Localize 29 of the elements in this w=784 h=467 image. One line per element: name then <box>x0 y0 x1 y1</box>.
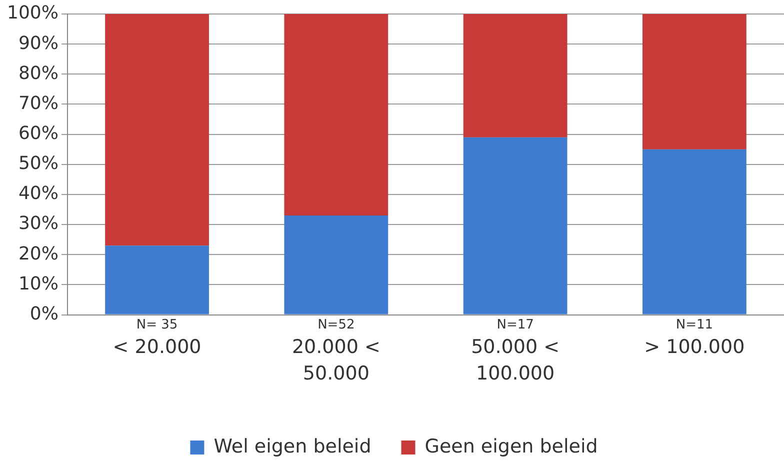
bar <box>284 216 388 314</box>
y-tick-label: 70% <box>18 92 58 114</box>
x-tick-label: 20.000 < 50.000 <box>292 336 380 385</box>
bar <box>463 137 568 314</box>
y-tick-label: 40% <box>18 183 58 204</box>
y-tick-label: 0% <box>30 303 58 324</box>
y-tick-label: 50% <box>18 153 58 174</box>
y-tick-label: 10% <box>18 273 58 294</box>
text: N=52 <box>318 318 355 333</box>
y-tick-label: 90% <box>18 32 58 54</box>
text: N= 35 <box>136 318 178 333</box>
x-tick-label: < 20.000 <box>112 336 202 358</box>
bar <box>642 14 746 150</box>
text: N=11 <box>676 318 714 333</box>
bar <box>463 14 568 138</box>
y-tick-label: 30% <box>18 213 58 234</box>
y-tick-label: 80% <box>18 62 58 84</box>
legend-label: Geen eigen beleid <box>424 435 598 458</box>
bar <box>105 14 209 246</box>
x-tick-label: 50.000 < 100.000 <box>471 336 560 385</box>
bar <box>105 246 209 314</box>
text: N=17 <box>496 318 534 333</box>
bar <box>284 14 388 216</box>
y-tick-label: 60% <box>18 122 58 144</box>
legend-label: Wel eigen beleid <box>214 435 372 458</box>
bar <box>642 149 746 314</box>
y-tick-label: 100% <box>6 2 58 24</box>
x-tick-label: > 100.000 <box>644 336 745 358</box>
y-tick-label: 20% <box>18 243 58 264</box>
